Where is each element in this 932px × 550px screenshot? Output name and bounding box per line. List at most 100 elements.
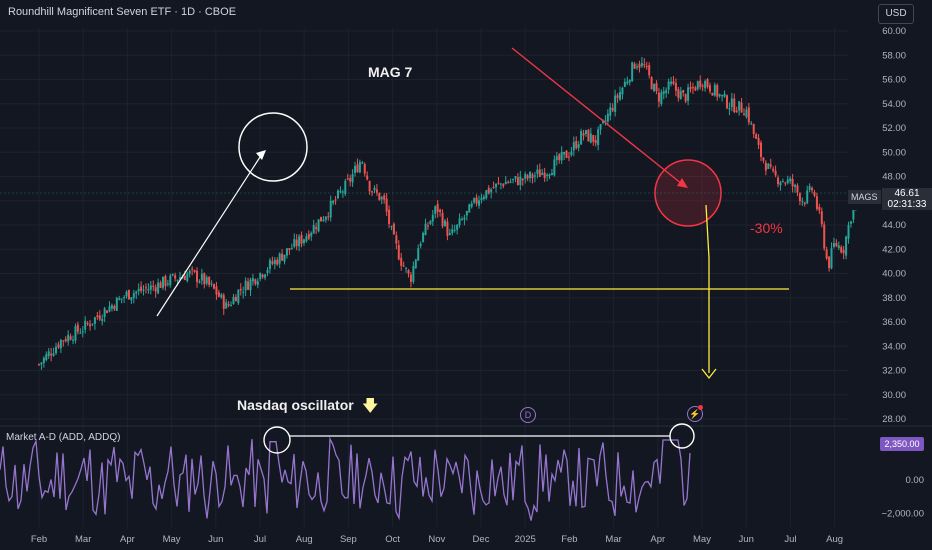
candle-body: [436, 203, 439, 212]
candle-body: [256, 281, 259, 285]
time-tick-label: Mar: [605, 534, 621, 545]
candle-body: [123, 297, 126, 299]
candle-body: [580, 130, 583, 145]
time-tick-label: May: [163, 534, 181, 545]
price-tick-label: 48.00: [882, 172, 906, 183]
candle-body: [750, 123, 753, 125]
candle-body: [103, 308, 106, 317]
oscillator-tick-label: −2,000.00: [881, 509, 924, 520]
price-tick-label: 58.00: [882, 50, 906, 61]
candle-body: [166, 283, 169, 285]
time-tick-label: Jun: [739, 534, 754, 545]
candle-body: [691, 87, 694, 89]
candle-body: [516, 177, 519, 185]
candle-body: [439, 209, 442, 213]
candle-body: [441, 212, 444, 227]
candle-body: [64, 339, 67, 342]
candle-body: [422, 232, 425, 242]
candle-body: [614, 95, 617, 112]
candle-body: [380, 197, 383, 200]
candle-body: [188, 270, 191, 274]
candle-body: [699, 80, 702, 88]
dividend-badge[interactable]: D: [520, 407, 536, 423]
time-tick-label: Aug: [296, 534, 313, 545]
candle-body: [106, 310, 109, 314]
candle-body: [453, 229, 456, 231]
oscillator-axis[interactable]: 0.00 −2,000.00: [881, 475, 924, 519]
candle-body: [324, 216, 327, 220]
time-axis[interactable]: Feb Mar Apr May Jun Jul Aug Sep Oct Nov Dec 2025 Feb…: [31, 534, 843, 545]
candle-body: [414, 259, 417, 268]
candle-body: [120, 298, 123, 300]
up-trend-arrow-line: [156, 153, 263, 317]
candle-body: [487, 187, 490, 194]
candle-body: [840, 247, 843, 253]
nasdaq-oscillator-label: Nasdaq oscillator: [237, 397, 354, 413]
decline-percent-label: -30%: [750, 220, 783, 236]
price-tick-label: 50.00: [882, 147, 906, 158]
candle-body: [213, 284, 216, 289]
candle-body: [711, 92, 714, 96]
candle-body: [512, 179, 515, 181]
candle-body: [419, 243, 422, 247]
candle-body: [772, 168, 775, 171]
candle-body: [217, 292, 220, 297]
candle-body: [271, 261, 274, 264]
candle-body: [174, 275, 177, 279]
candle-body: [171, 273, 174, 276]
candle-body: [388, 209, 391, 224]
candle-body: [42, 357, 45, 363]
candle-body: [529, 171, 532, 179]
candle-body: [310, 232, 313, 237]
candle-body: [672, 81, 675, 84]
candle-body: [670, 81, 673, 84]
candle-body: [417, 248, 420, 261]
projection-arrowhead: [701, 368, 717, 380]
time-tick-label: Sep: [340, 534, 357, 545]
price-tick-label: 54.00: [882, 99, 906, 110]
candle-body: [285, 248, 288, 256]
candle-body: [317, 219, 320, 232]
price-axis[interactable]: 60.0058.0056.0054.0052.0050.0048.0046.00…: [882, 26, 906, 425]
candle-body: [718, 94, 721, 97]
currency-button[interactable]: USD: [878, 4, 914, 24]
candle-body: [567, 156, 570, 158]
candle-body: [354, 165, 357, 173]
candle-body: [626, 81, 629, 84]
candle-body: [713, 84, 716, 96]
candle-body: [519, 176, 522, 185]
candle-body: [164, 275, 167, 287]
candle-body: [794, 184, 797, 187]
candle-body: [395, 235, 398, 244]
oscillator-title: Market A-D (ADD, ADDQ): [6, 432, 121, 443]
candle-body: [694, 87, 697, 91]
candle-body: [203, 273, 206, 285]
candle-body: [429, 220, 432, 225]
candle-body: [655, 83, 658, 92]
candle-body: [665, 90, 668, 94]
candle-body: [701, 85, 704, 87]
candle-body: [74, 326, 77, 341]
peak-circle: [238, 112, 308, 182]
candle-body: [764, 162, 767, 171]
candle-body: [161, 276, 164, 288]
alert-bolt-icon[interactable]: ⚡: [687, 406, 703, 422]
candle-body: [849, 221, 852, 224]
candle-body: [543, 172, 546, 179]
candle-body: [149, 285, 152, 290]
candle-body: [650, 77, 653, 90]
candle-body: [405, 267, 408, 269]
candle-body: [142, 289, 145, 291]
candle-body: [322, 219, 325, 222]
candle-body: [268, 260, 271, 269]
candle-body: [375, 189, 378, 193]
candle-body: [796, 185, 799, 193]
candle-body: [351, 174, 354, 183]
candle-body: [473, 198, 476, 203]
drawing-annotations: [0, 47, 848, 380]
candle-body: [662, 91, 665, 94]
candle-body: [169, 275, 172, 286]
candle-body: [341, 191, 344, 193]
candle-body: [40, 362, 43, 365]
